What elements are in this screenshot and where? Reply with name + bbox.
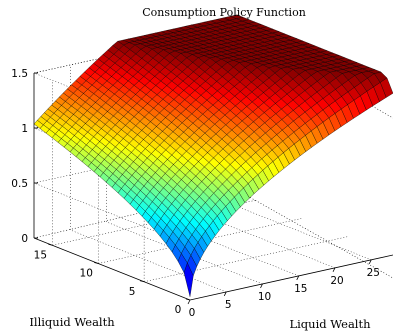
x-tick-label: 25 <box>367 267 380 279</box>
grid-line <box>215 197 372 261</box>
x-tick-label: 0 <box>189 307 196 319</box>
y-tick-label: 10 <box>80 268 93 280</box>
z-tick-label: 1.5 <box>11 68 28 80</box>
x-tick-label: 5 <box>225 299 232 311</box>
tick-mark <box>48 243 53 246</box>
grid-line <box>106 221 263 285</box>
ticks: 0 0.5 1 1.5 0 5 10 15 20 25 0 5 10 15 <box>11 68 380 319</box>
x-tick-label: 10 <box>258 291 271 303</box>
grid-line <box>70 229 227 293</box>
surface-patch <box>33 120 44 129</box>
box-edge <box>236 189 393 279</box>
tick-mark <box>368 259 372 265</box>
tick-mark <box>187 299 191 305</box>
surface <box>33 14 393 297</box>
box-edge <box>189 254 393 301</box>
grid-line <box>178 205 336 269</box>
tick-mark <box>260 283 263 289</box>
z-tick-label: 1 <box>21 123 28 135</box>
y-axis-label: Illiquid Wealth <box>29 315 115 329</box>
y-tick-label: 5 <box>129 286 136 298</box>
x-axis-label: Liquid Wealth <box>289 317 371 331</box>
tick-mark <box>94 262 99 264</box>
box-edge <box>33 237 191 301</box>
tick-mark <box>296 275 300 281</box>
grid-line <box>142 213 299 277</box>
x-tick-label: 20 <box>330 275 343 287</box>
z-tick-label: 0.5 <box>11 178 28 190</box>
tick-mark <box>185 298 191 301</box>
tick-mark <box>223 291 227 297</box>
z-tick-label: 0 <box>21 233 28 245</box>
y-tick-label: 0 <box>175 304 182 316</box>
x-tick-label: 15 <box>294 283 307 295</box>
y-tick-label: 15 <box>34 249 47 261</box>
tick-mark <box>332 267 336 273</box>
chart-title: Consumption Policy Function <box>142 6 306 19</box>
tick-mark <box>140 280 145 283</box>
